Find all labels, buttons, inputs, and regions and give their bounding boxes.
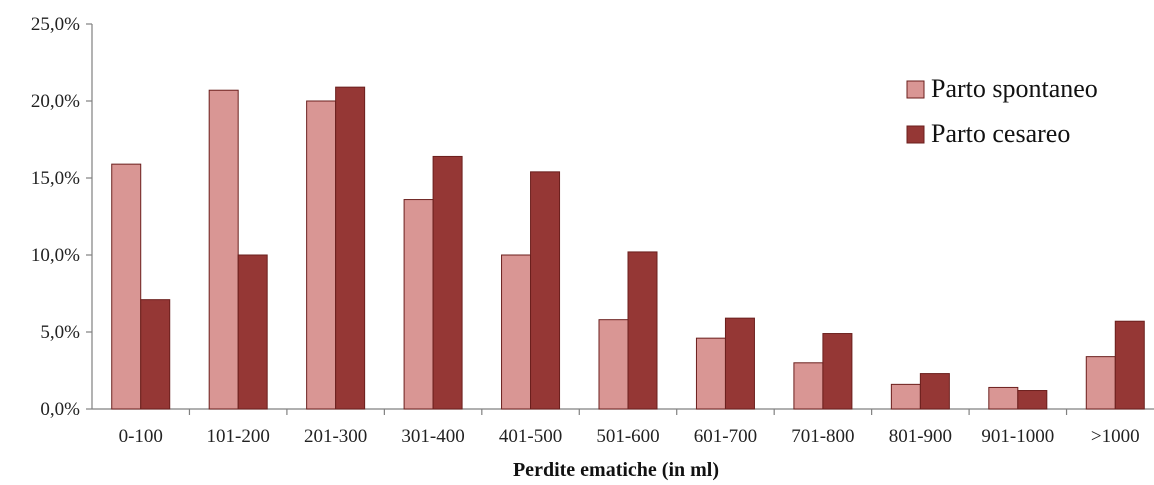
bar-parto-spontaneo <box>501 254 532 410</box>
bar-parto-cesareo <box>919 373 950 410</box>
bar-parto-spontaneo <box>111 163 142 410</box>
bars-group <box>111 86 1145 410</box>
legend-label: Parto spontaneo <box>931 74 1098 103</box>
legend: Parto spontaneo Parto cesareo <box>906 74 1098 148</box>
bar-parto-spontaneo <box>988 386 1019 410</box>
legend-label: Parto cesareo <box>931 119 1070 148</box>
bar-parto-cesareo <box>530 171 561 410</box>
y-tick-label: 5,0% <box>40 322 80 343</box>
bar-parto-cesareo <box>627 251 658 410</box>
bar-parto-spontaneo <box>403 199 434 410</box>
x-tick-label: 801-900 <box>889 426 952 447</box>
x-tick-label: 101-200 <box>207 426 270 447</box>
y-tick-label: 0,0% <box>40 399 80 420</box>
x-axis: 0-100 101-200 201-300 301-400 401-500 501-600… <box>92 408 1154 447</box>
x-tick-label: 901-1000 <box>981 426 1054 447</box>
bar-parto-spontaneo <box>306 100 337 410</box>
bar-parto-cesareo <box>140 299 171 410</box>
x-tick-label: 501-600 <box>596 426 659 447</box>
bar-parto-spontaneo <box>598 319 629 410</box>
x-tick-label: 701-800 <box>791 426 854 447</box>
bar-parto-cesareo <box>237 254 268 410</box>
y-tick-label: 15,0% <box>31 168 80 189</box>
bar-parto-spontaneo <box>695 337 726 410</box>
bar-parto-spontaneo <box>1085 356 1116 410</box>
bar-parto-cesareo <box>1017 390 1048 410</box>
bar-parto-spontaneo <box>890 383 921 410</box>
y-tick-label: 10,0% <box>31 245 80 266</box>
bar-parto-cesareo <box>1114 320 1145 410</box>
bar-parto-spontaneo <box>793 362 824 410</box>
x-tick-label: 401-500 <box>499 426 562 447</box>
x-axis-title: Perdite ematiche (in ml) <box>513 459 719 481</box>
bar-parto-cesareo <box>335 86 366 410</box>
bar-parto-spontaneo <box>208 89 239 410</box>
bar-parto-cesareo <box>724 317 755 410</box>
x-tick-label: 201-300 <box>304 426 367 447</box>
bar-parto-cesareo <box>822 333 853 410</box>
x-tick-label: 301-400 <box>401 426 464 447</box>
y-axis: 0,0% 5,0% 10,0% 15,0% 20,0% 25,0% <box>31 14 93 420</box>
legend-swatch <box>906 125 925 144</box>
bar-parto-cesareo <box>432 155 463 410</box>
x-tick-label: >1000 <box>1091 426 1140 447</box>
y-tick-label: 20,0% <box>31 91 80 112</box>
x-tick-label: 601-700 <box>694 426 757 447</box>
y-tick-label: 25,0% <box>31 14 80 35</box>
legend-swatch <box>906 80 925 99</box>
x-tick-label: 0-100 <box>119 426 163 447</box>
